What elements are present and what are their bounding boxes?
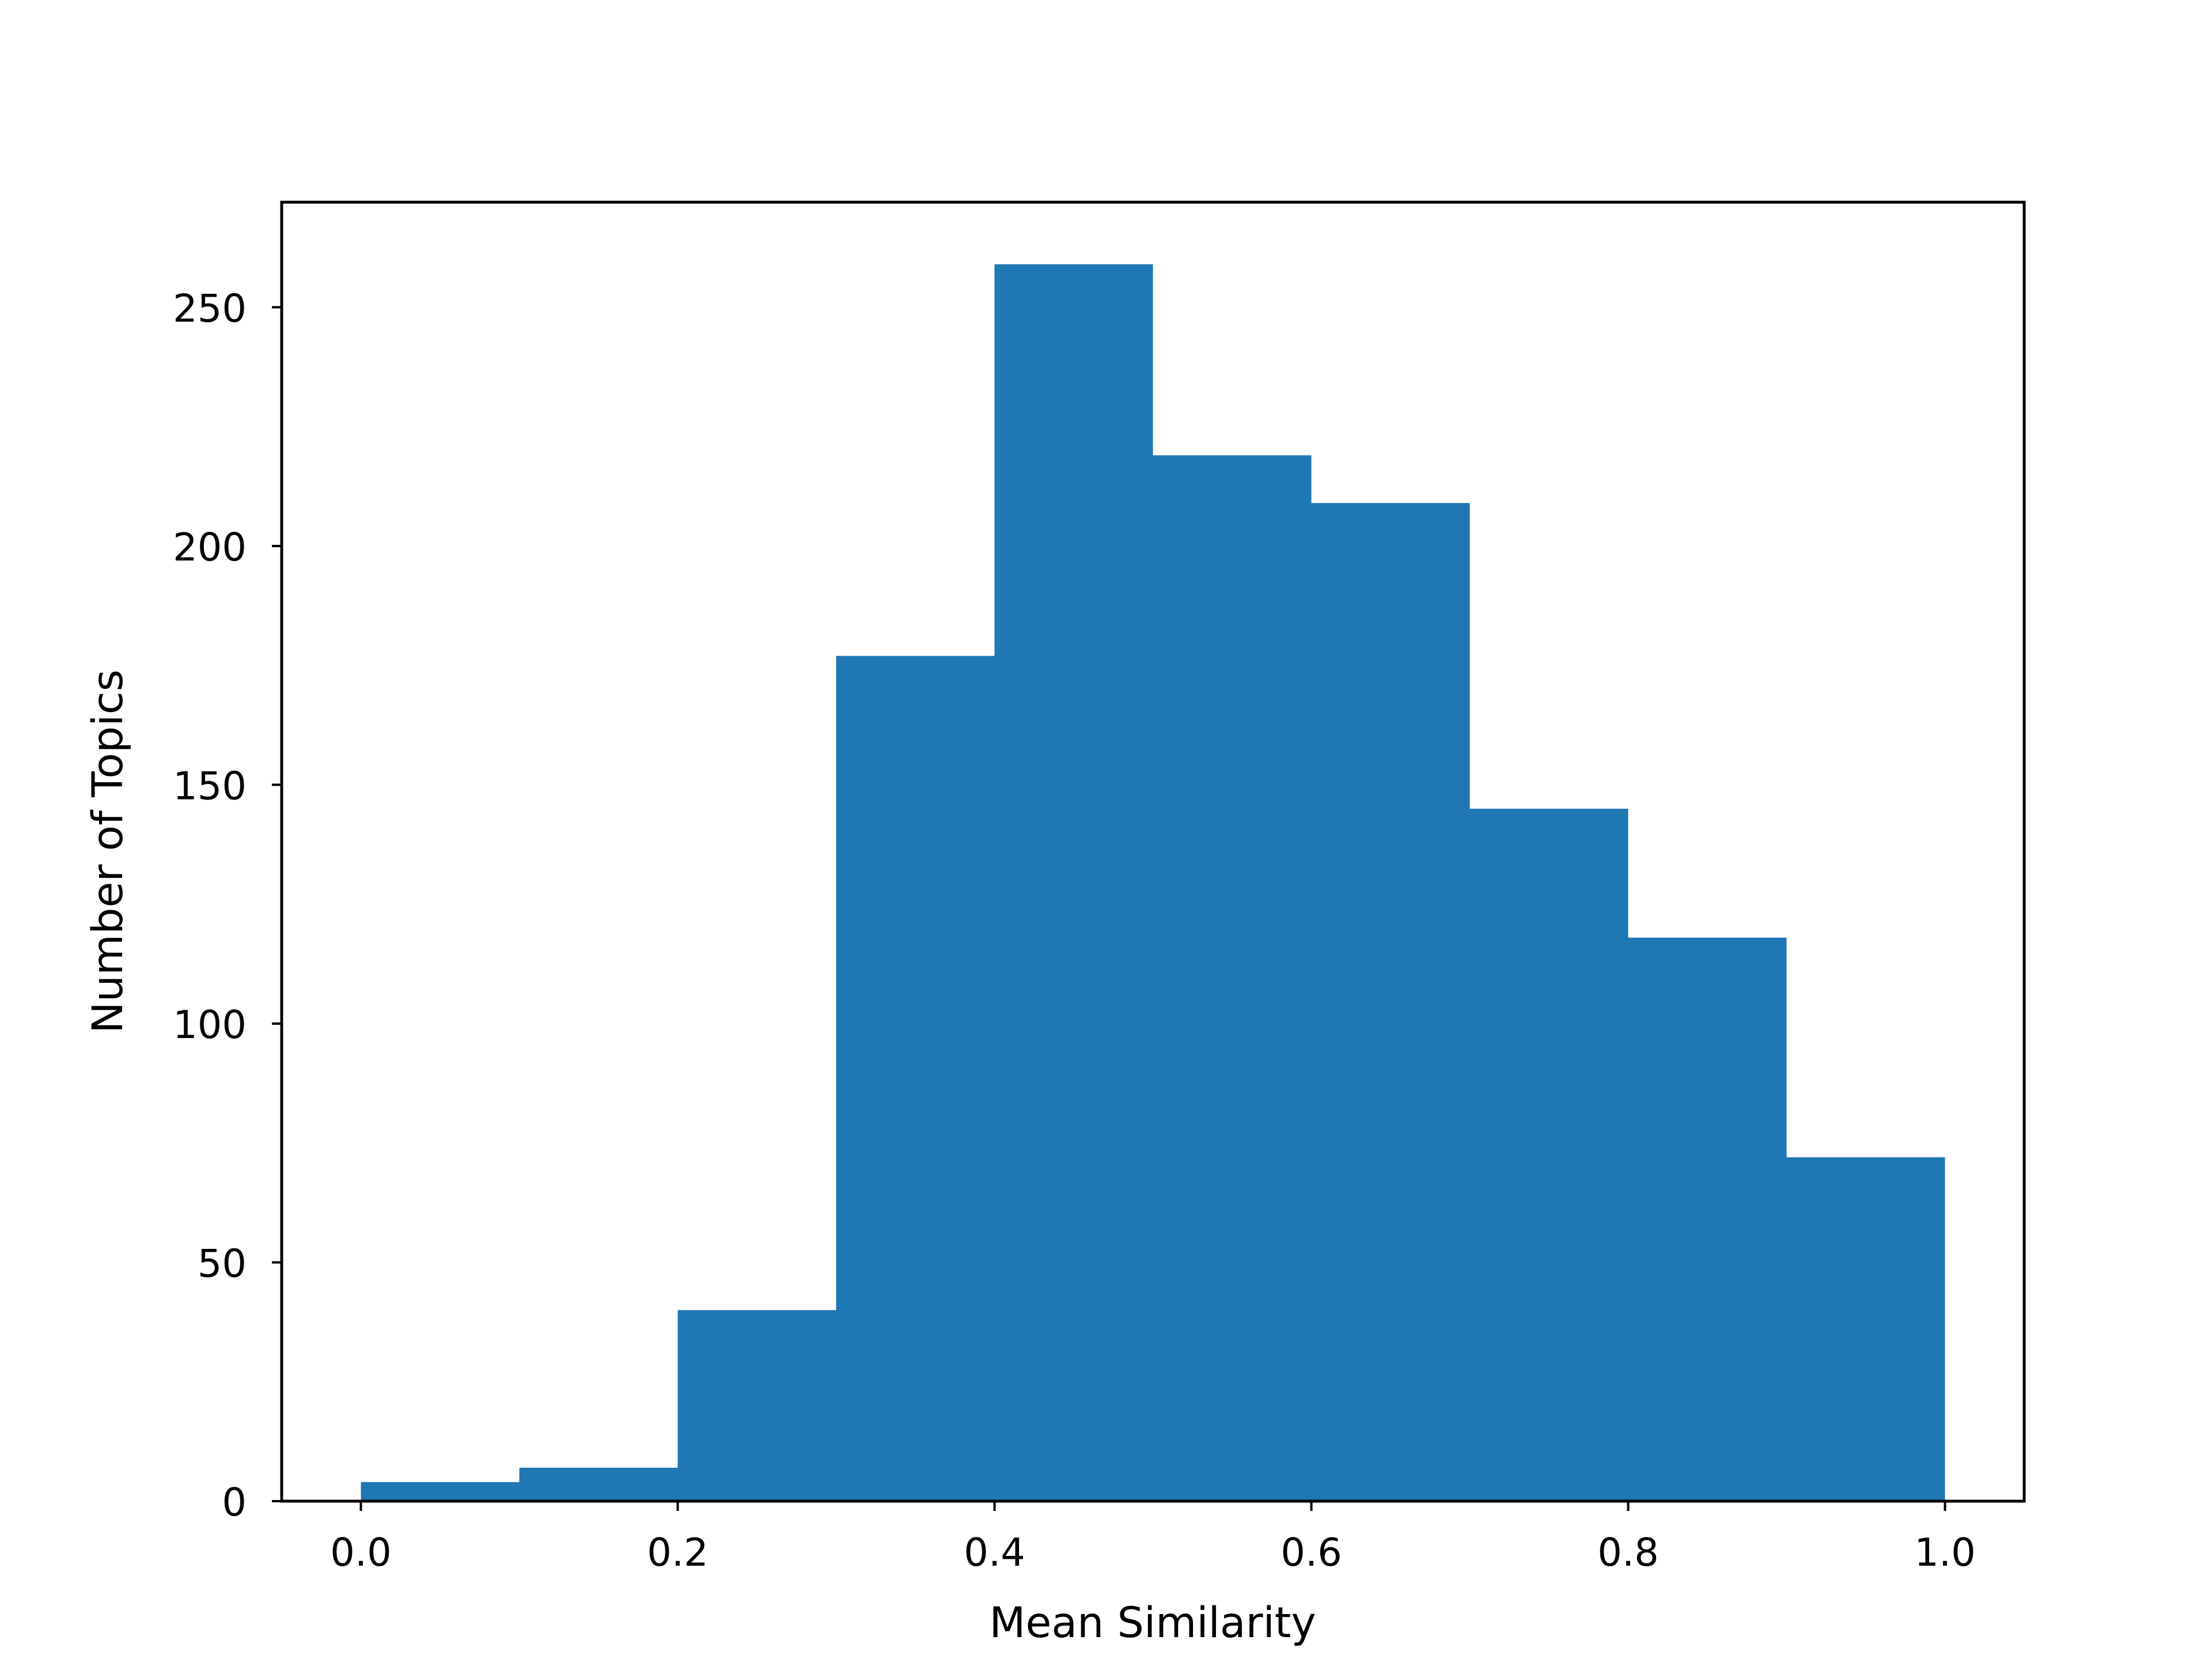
histogram-bar-1 <box>519 1467 678 1501</box>
plot-frame <box>280 200 2026 1503</box>
histogram-bar-9 <box>1786 1157 1945 1501</box>
x-tick-label: 0.8 <box>1597 1530 1659 1575</box>
histogram-bar-0 <box>361 1482 520 1501</box>
bars-group <box>361 264 1945 1502</box>
x-tick-label: 0.0 <box>330 1530 392 1575</box>
y-tick-label: 50 <box>198 1241 247 1286</box>
histogram-bar-5 <box>1153 455 1312 1502</box>
x-axis-ticks: 0.0 0.2 0.4 0.6 0.8 1.0 <box>330 1501 1976 1575</box>
y-tick-label: 100 <box>173 1002 247 1047</box>
histogram-bar-7 <box>1469 808 1628 1501</box>
y-tick-label: 150 <box>173 763 247 808</box>
histogram-bar-2 <box>677 1310 836 1501</box>
x-tick-label: 0.6 <box>1281 1530 1342 1575</box>
x-tick-label: 0.2 <box>647 1530 709 1575</box>
y-tick-label: 0 <box>222 1480 247 1525</box>
y-axis-ticks: 0 50 100 150 200 250 <box>173 286 282 1525</box>
histogram-bar-4 <box>994 264 1153 1502</box>
histogram-bar-8 <box>1628 937 1787 1501</box>
histogram-bar-6 <box>1311 503 1470 1501</box>
y-tick-label: 250 <box>173 286 247 331</box>
y-tick-label: 200 <box>173 525 247 570</box>
y-axis-title: Number of Topics <box>84 669 132 1033</box>
x-tick-label: 1.0 <box>1914 1530 1976 1575</box>
x-tick-label: 0.4 <box>964 1530 1025 1575</box>
histogram-bar-3 <box>836 656 995 1501</box>
x-axis-title: Mean Similarity <box>989 1599 1316 1647</box>
